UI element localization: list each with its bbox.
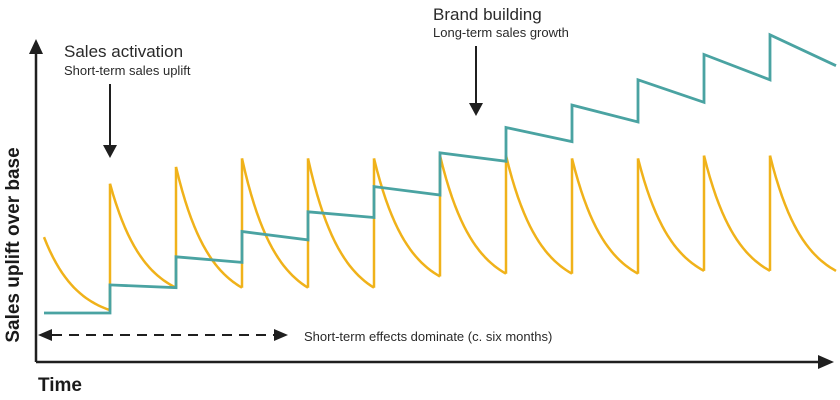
short-term-pulse-decay [240, 158, 309, 289]
activation-arrowhead [103, 145, 117, 158]
brand-subtitle: Long-term sales growth [433, 25, 569, 40]
short-term-pulse-decay [636, 158, 705, 272]
short-term-pulse-decay [570, 158, 639, 275]
short-term-span-right-arrowhead [274, 329, 288, 341]
long-term-series [44, 32, 837, 315]
brand-title: Brand building [433, 5, 542, 24]
y-axis-arrowhead [29, 39, 43, 54]
x-axis-label: Time [38, 375, 82, 396]
short-term-pulse-decay [504, 155, 573, 275]
short-term-pulse-decay [174, 166, 243, 289]
short-term-pulse-decay [702, 155, 771, 272]
short-term-pulse-decay [306, 158, 375, 289]
brand-arrowhead [469, 103, 483, 116]
short-term-pulse-decay [438, 155, 507, 275]
short-term-pulse-decay [372, 158, 441, 278]
short-term-span-left-arrowhead [38, 329, 52, 341]
short-term-span-label: Short-term effects dominate (c. six mont… [304, 329, 552, 344]
short-term-initial-decay [42, 236, 111, 312]
y-axis-label: Sales uplift over base [3, 147, 24, 342]
activation-subtitle: Short-term sales uplift [64, 63, 191, 78]
activation-title: Sales activation [64, 42, 183, 61]
short-term-pulse-decay [768, 155, 837, 272]
short-term-pulse-decay [108, 183, 177, 289]
x-axis-arrowhead [818, 355, 834, 369]
long-term-step-line [44, 32, 837, 315]
